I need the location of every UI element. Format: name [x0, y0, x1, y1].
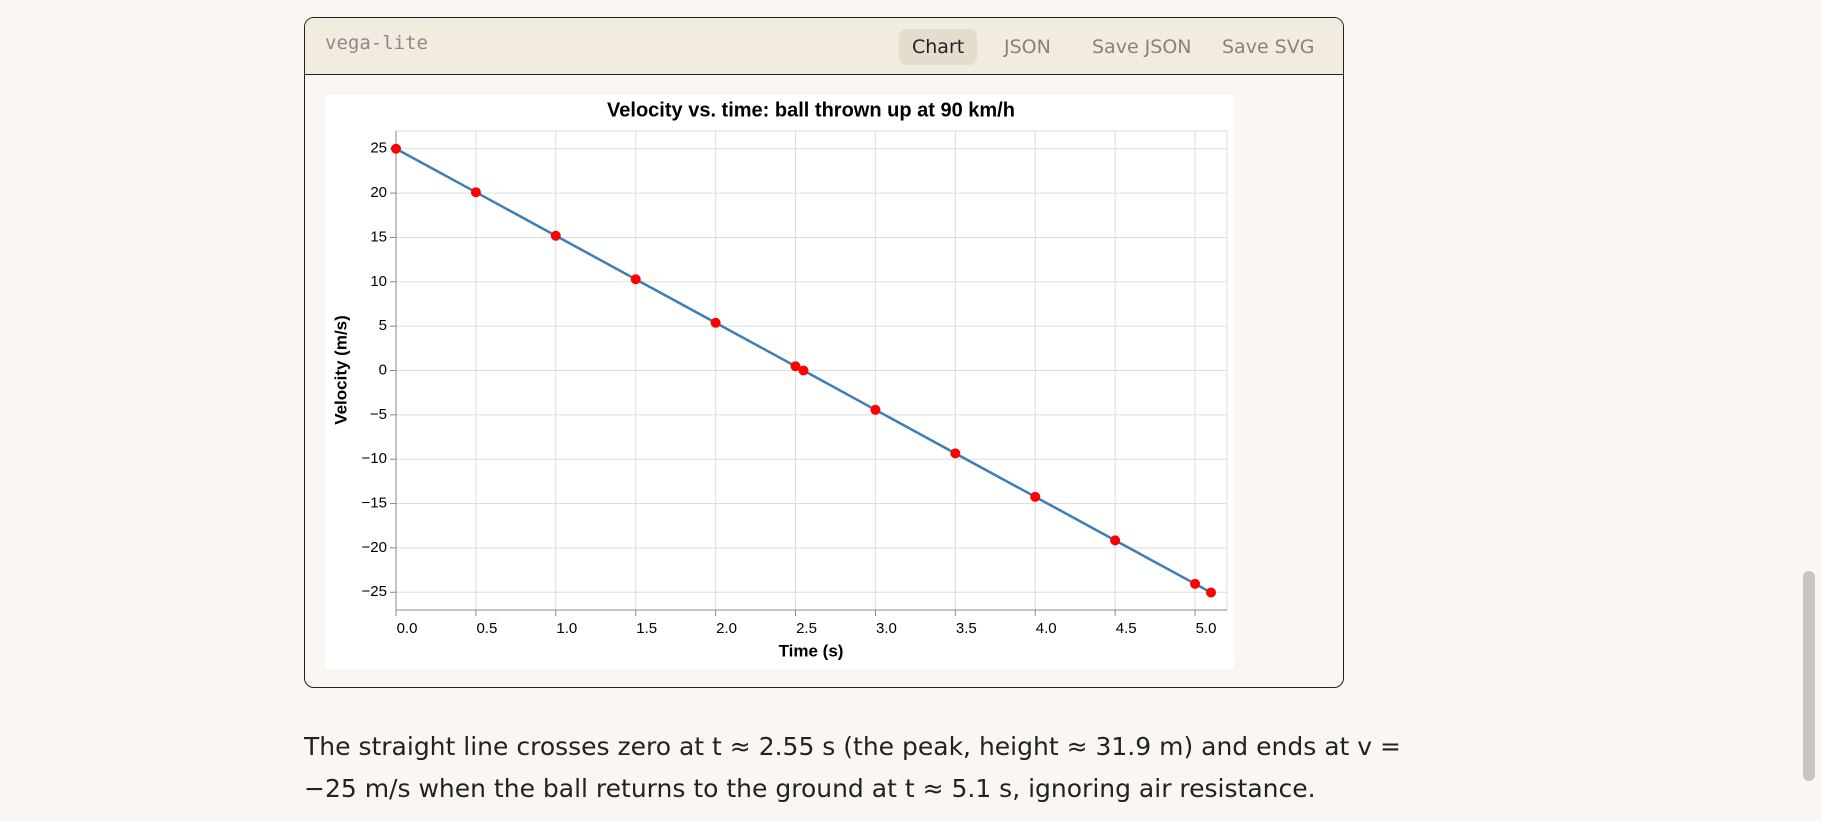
- y-tick-label: −15: [362, 495, 387, 512]
- x-tick-label: 1.0: [556, 620, 577, 637]
- chart-title: Velocity vs. time: ball thrown up at 90 …: [607, 99, 1015, 121]
- data-point: [550, 230, 561, 241]
- y-tick-label: −10: [362, 450, 387, 467]
- y-tick-label: 25: [370, 140, 387, 157]
- y-tick-label: −20: [362, 539, 387, 556]
- chart: Velocity vs. time: ball thrown up at 90 …: [325, 95, 1234, 669]
- data-point: [1030, 491, 1041, 502]
- data-point: [630, 274, 641, 285]
- chart-card: vega-lite Chart JSON Save JSON Save SVG …: [304, 17, 1344, 688]
- scrollbar[interactable]: [1803, 571, 1815, 781]
- card-header: vega-lite Chart JSON Save JSON Save SVG: [305, 18, 1343, 75]
- data-point: [870, 404, 881, 415]
- x-tick-label: 3.5: [956, 620, 977, 637]
- y-tick-label: 5: [379, 317, 387, 334]
- y-tick-label: 0: [379, 361, 387, 378]
- data-point: [1206, 587, 1217, 598]
- x-tick-label: 2.0: [716, 620, 737, 637]
- paragraph-line: The straight line crosses zero at t ≈ 2.…: [304, 732, 1401, 761]
- x-tick-label: 2.5: [796, 620, 817, 637]
- tab-json[interactable]: JSON: [1004, 36, 1051, 58]
- data-point: [790, 361, 801, 372]
- x-tick-label: 0.0: [397, 620, 418, 637]
- tab-chart[interactable]: Chart: [899, 29, 978, 65]
- data-point: [1190, 578, 1201, 589]
- paragraph-line: −25 m/s when the ball returns to the gro…: [304, 774, 1316, 803]
- x-tick-label: 3.0: [876, 620, 897, 637]
- save-json[interactable]: Save JSON: [1092, 36, 1192, 58]
- x-tick-label: 1.5: [636, 620, 657, 637]
- data-point: [798, 365, 809, 376]
- x-tick-label: 4.0: [1036, 620, 1057, 637]
- data-point: [710, 317, 721, 328]
- x-tick-label: 5.0: [1196, 620, 1217, 637]
- y-tick-label: −5: [370, 406, 387, 423]
- chart-background: [325, 95, 1234, 669]
- y-tick-label: −25: [362, 583, 387, 600]
- y-tick-label: 10: [370, 273, 387, 290]
- save-svg[interactable]: Save SVG: [1222, 36, 1315, 58]
- data-point: [391, 143, 401, 154]
- y-tick-label: 15: [370, 228, 387, 245]
- data-point: [1110, 535, 1121, 546]
- x-tick-label: 0.5: [476, 620, 497, 637]
- y-axis-title: Velocity (m/s): [331, 315, 350, 425]
- data-point: [470, 187, 481, 198]
- data-point: [950, 448, 961, 459]
- x-axis-title: Time (s): [779, 641, 844, 660]
- y-tick-label: 20: [370, 184, 387, 201]
- card-label: vega-lite: [325, 32, 428, 54]
- x-tick-label: 4.5: [1116, 620, 1137, 637]
